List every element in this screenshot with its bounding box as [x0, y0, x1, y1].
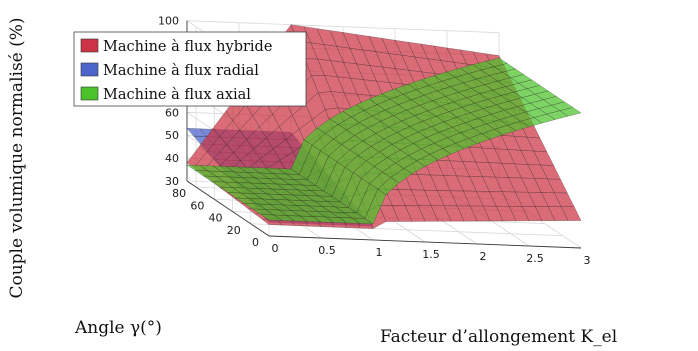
x-tick-label: 0 [272, 242, 279, 255]
surface-hybride-facet [560, 206, 582, 221]
x-tick-label: 2.5 [526, 252, 544, 265]
legend-label-axial: Machine à flux axial [103, 86, 251, 103]
legend-label-hybride: Machine à flux hybride [103, 38, 272, 55]
y-tick-label: 20 [227, 224, 241, 237]
legend-label-radial: Machine à flux radial [103, 62, 259, 79]
x-tick-label: 2 [480, 250, 487, 263]
y-tick-label: 60 [190, 199, 204, 212]
z-tick-label: 100 [158, 15, 179, 28]
legend-swatch-axial [80, 86, 99, 101]
x-tick-label: 1 [376, 246, 383, 259]
z-axis-label: Couple volumique normalisé (%) [7, 17, 27, 298]
z-tick-label: 40 [165, 152, 179, 165]
z-tick-label: 50 [165, 129, 179, 142]
legend: Machine à flux hybride Machine à flux ra… [73, 31, 307, 107]
legend-box [73, 31, 307, 107]
x-axis-line [268, 235, 582, 249]
y-tick-label: 80 [172, 187, 186, 200]
legend-swatch-hybride [80, 38, 99, 53]
y-axis-label: Angle γ(°) [74, 318, 162, 338]
y-tick-label: 0 [252, 236, 259, 249]
x-tick-label: 3 [584, 254, 591, 267]
legend-swatch-radial [80, 62, 99, 77]
y-axis-line [186, 180, 270, 237]
surface-layer [186, 24, 582, 229]
x-tick-label: 1.5 [422, 248, 440, 261]
x-tick-label: 0.5 [318, 244, 336, 257]
z-tick-label: 60 [165, 106, 179, 119]
z-tick-label: 30 [165, 175, 179, 188]
y-tick-label: 40 [209, 212, 223, 225]
x-axis-label: Facteur d’allongement K_el [380, 327, 617, 347]
surface-axial-facet [559, 107, 582, 117]
